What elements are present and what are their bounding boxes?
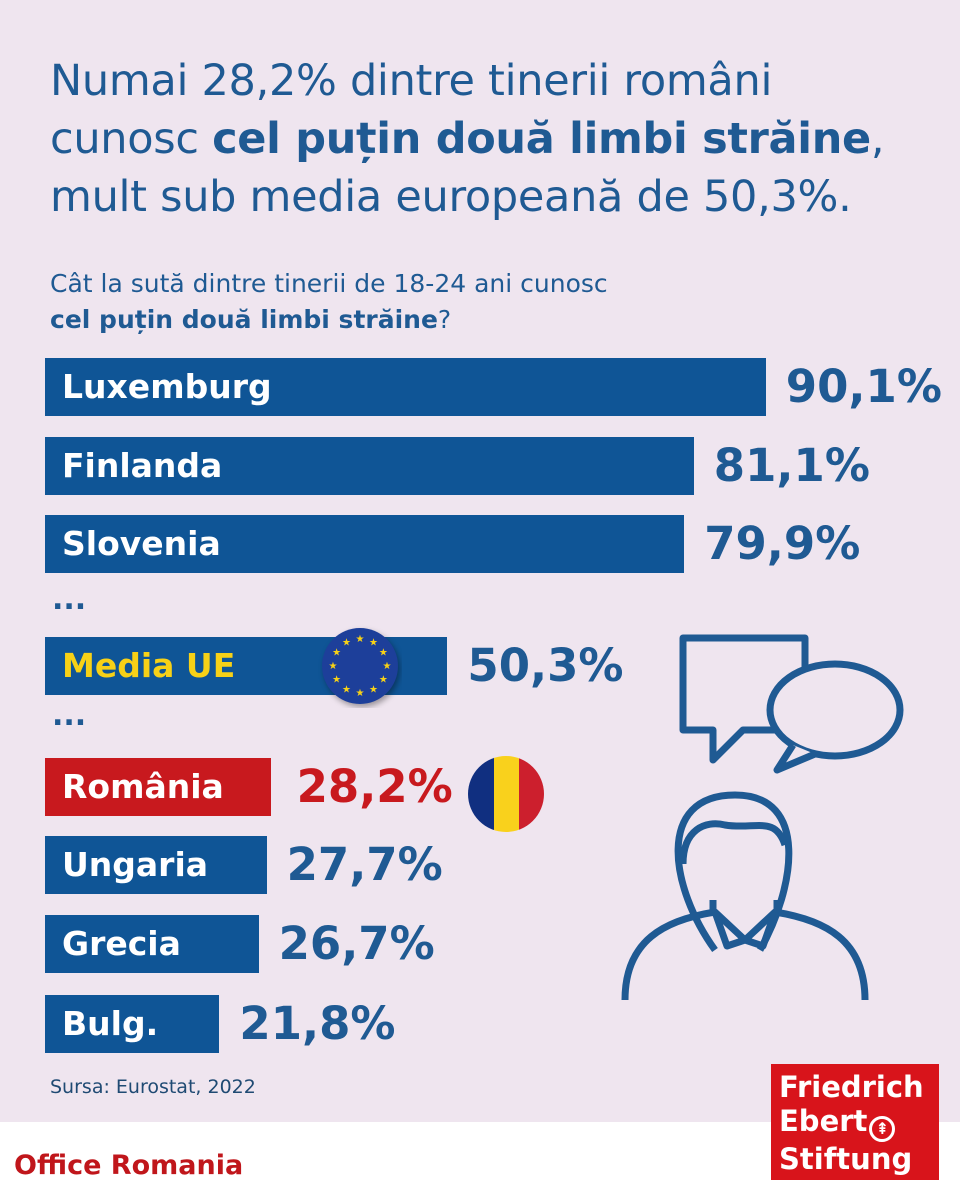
fes-logo: Friedrich Ebert ⇞ Stiftung [771, 1064, 939, 1180]
bar-label: Finlanda [62, 446, 223, 485]
star-icon: ★ [342, 684, 351, 695]
star-icon: ★ [356, 634, 365, 645]
bar-finlanda [45, 437, 694, 495]
star-icon: ★ [369, 684, 378, 695]
bar-label: România [62, 767, 224, 806]
person-speaking-illustration [621, 634, 904, 1001]
bar-bulg [45, 995, 220, 1053]
headline-text: cunosc [50, 114, 213, 164]
star-icon: ★ [379, 675, 388, 686]
office-label: Office Romania [14, 1150, 244, 1181]
bar-romnia [45, 758, 271, 816]
value-label: 90,1% [785, 360, 942, 413]
romania-flag-icon [468, 756, 544, 832]
value-label: 27,7% [286, 838, 443, 891]
eu-flag-icon: ★★★★★★★★★ ★ ★★ [322, 628, 398, 704]
bar-slovenia [45, 515, 685, 573]
value-label: 28,2% [296, 760, 453, 813]
star-icon: ★ [369, 638, 378, 649]
headline-line-2: cunosc cel puțin două limbi străine, [50, 110, 940, 168]
value-label: 50,3% [467, 639, 624, 692]
question-mark: ? [437, 305, 452, 334]
source-note: Sursa: Eurostat, 2022 [50, 1076, 256, 1098]
question-line-1: Cât la sută dintre tinerii de 18-24 ani … [50, 269, 608, 298]
ellipsis: ... [52, 698, 87, 733]
star-icon: ★ [383, 661, 392, 672]
headline-text: , [870, 114, 885, 164]
bar-label: Slovenia [62, 524, 221, 563]
star-icon: ★ [356, 688, 365, 699]
bar-ungaria [45, 836, 267, 894]
chart-question: Cât la sută dintre tinerii de 18-24 ani … [50, 266, 608, 338]
value-label: 79,9% [704, 517, 861, 570]
headline-line-1: Numai 28,2% dintre tinerii români [50, 56, 773, 106]
logo-text: Ebert [779, 1104, 868, 1138]
star-icon: ★ [332, 648, 341, 659]
bar-label: Media UE [62, 646, 236, 685]
question-line-2: cel puțin două limbi străine? [50, 302, 608, 338]
globe-icon: ⇞ [869, 1116, 896, 1142]
value-label: 26,7% [278, 917, 435, 970]
bar-label: Bulg. [62, 1004, 159, 1043]
bar-luxemburg [45, 358, 766, 416]
star-icon: ★ [379, 648, 388, 659]
headline-line-3: mult sub media europeană de 50,3%. [50, 172, 852, 222]
bar-grecia [45, 915, 259, 973]
headline-bold: cel puțin două limbi străine [212, 114, 871, 164]
logo-text-row: Ebert ⇞ [779, 1104, 931, 1142]
star-icon: ★ [342, 638, 351, 649]
value-label: 81,1% [713, 439, 870, 492]
star-icon: ★ [329, 661, 338, 672]
value-label: 21,8% [239, 997, 396, 1050]
star-icon: ★ [332, 675, 341, 686]
ellipsis: ... [52, 582, 87, 617]
headline: Numai 28,2% dintre tinerii români cunosc… [50, 52, 940, 226]
logo-text: Friedrich [779, 1070, 924, 1104]
bar-label: Ungaria [62, 845, 209, 884]
question-bold: cel puțin două limbi străine [50, 305, 438, 334]
logo-text: Stiftung [779, 1142, 913, 1176]
bar-label: Luxemburg [62, 367, 272, 406]
bar-label: Grecia [62, 924, 181, 963]
